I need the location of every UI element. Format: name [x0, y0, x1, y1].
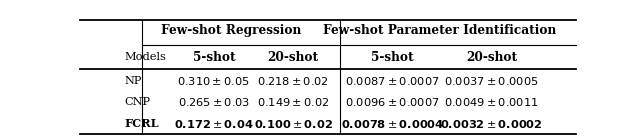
Text: $0.0049 \pm 0.0011$: $0.0049 \pm 0.0011$	[444, 96, 539, 108]
Text: $0.265 \pm 0.03$: $0.265 \pm 0.03$	[178, 96, 250, 108]
Text: CNP: CNP	[125, 97, 150, 107]
Text: Few-shot Parameter Identification: Few-shot Parameter Identification	[323, 24, 556, 37]
Text: NP: NP	[125, 76, 142, 86]
Text: $0.310 \pm 0.05$: $0.310 \pm 0.05$	[177, 75, 250, 87]
Text: $\mathbf{0.172} \pm \mathbf{0.04}$: $\mathbf{0.172} \pm \mathbf{0.04}$	[174, 118, 253, 130]
Text: FCRL: FCRL	[125, 118, 159, 129]
Text: $0.0037 \pm 0.0005$: $0.0037 \pm 0.0005$	[444, 75, 539, 87]
Text: $\mathbf{0.0032} \pm \mathbf{0.0002}$: $\mathbf{0.0032} \pm \mathbf{0.0002}$	[440, 118, 543, 130]
Text: Few-shot Regression: Few-shot Regression	[161, 24, 301, 37]
Text: $0.149 \pm 0.02$: $0.149 \pm 0.02$	[257, 96, 330, 108]
Text: $0.218 \pm 0.02$: $0.218 \pm 0.02$	[257, 75, 329, 87]
Text: 20-shot: 20-shot	[466, 51, 517, 64]
Text: $0.0087 \pm 0.0007$: $0.0087 \pm 0.0007$	[345, 75, 440, 87]
Text: $\mathbf{0.0078} \pm \mathbf{0.0004}$: $\mathbf{0.0078} \pm \mathbf{0.0004}$	[341, 118, 444, 130]
Text: 20-shot: 20-shot	[268, 51, 319, 64]
Text: $\mathbf{0.100} \pm \mathbf{0.02}$: $\mathbf{0.100} \pm \mathbf{0.02}$	[254, 118, 333, 130]
Text: Models: Models	[125, 52, 166, 62]
Text: 5-shot: 5-shot	[371, 51, 414, 64]
Text: 5-shot: 5-shot	[193, 51, 236, 64]
Text: $0.0096 \pm 0.0007$: $0.0096 \pm 0.0007$	[345, 96, 440, 108]
